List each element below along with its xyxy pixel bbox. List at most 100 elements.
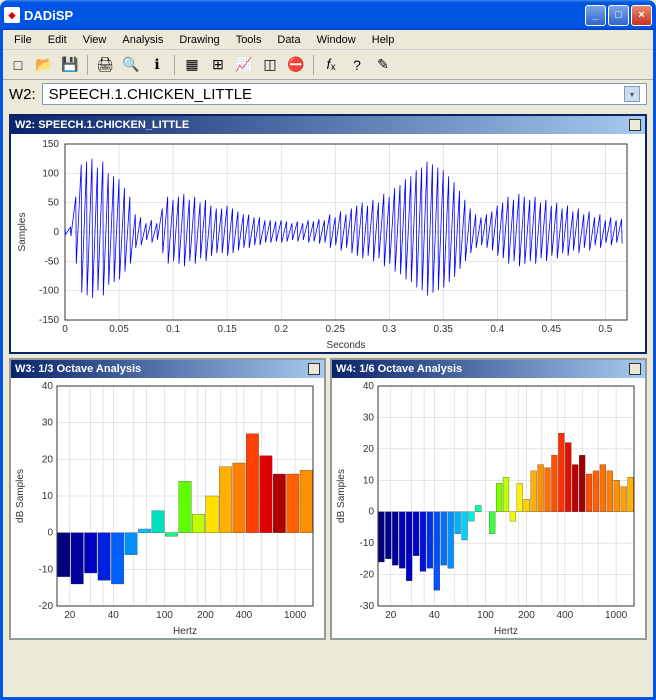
svg-text:0.15: 0.15 [217,324,237,335]
chart-button[interactable]: 📈 [233,54,255,76]
svg-text:400: 400 [557,610,574,621]
stop-button[interactable]: ⛔ [285,54,307,76]
new-button[interactable]: □ [7,54,29,76]
octave6-title: W4: 1/6 Octave Analysis [336,363,462,375]
svg-text:10: 10 [363,475,375,486]
menu-analysis[interactable]: Analysis [115,32,170,48]
menu-edit[interactable]: Edit [41,32,74,48]
svg-text:Hertz: Hertz [494,626,518,637]
svg-text:30: 30 [363,412,375,423]
svg-text:dB Samples: dB Samples [15,469,26,523]
svg-text:100: 100 [42,168,59,179]
svg-text:40: 40 [363,381,375,392]
save-button[interactable]: 💾 [59,54,81,76]
info-button[interactable]: ℹ [146,54,168,76]
octave6-chart: -30-20-1001020304020401002004001000dB Sa… [332,378,645,638]
svg-text:200: 200 [197,610,214,621]
octave6-panel[interactable]: W4: 1/6 Octave Analysis -30-20-100102030… [330,358,647,640]
waveform-title-bar[interactable]: W2: SPEECH.1.CHICKEN_LITTLE [11,116,645,134]
svg-text:-20: -20 [39,601,54,612]
waveform-plot: -150-100-5005010015000.050.10.150.20.250… [11,134,635,352]
svg-text:50: 50 [48,198,60,209]
svg-text:40: 40 [429,610,441,621]
grid-button[interactable]: ▦ [181,54,203,76]
minimize-button[interactable]: _ [585,5,606,26]
octave6-title-bar[interactable]: W4: 1/6 Octave Analysis [332,360,645,378]
titlebar[interactable]: ◆ DADiSP _ □ × [0,0,656,30]
svg-text:150: 150 [42,139,59,150]
panel-maximize-icon[interactable] [629,363,641,375]
svg-text:20: 20 [385,610,397,621]
svg-text:1000: 1000 [605,610,628,621]
app-title: DADiSP [24,8,585,23]
formula-bar: W2: SPEECH.1.CHICKEN_LITTLE ▾ [3,80,653,108]
svg-text:10: 10 [42,491,54,502]
menu-help[interactable]: Help [365,32,402,48]
svg-text:-30: -30 [360,601,375,612]
svg-text:100: 100 [156,610,173,621]
panel-maximize-icon[interactable] [308,363,320,375]
svg-text:-50: -50 [45,256,60,267]
octave6-plot: -30-20-1001020304020401002004001000dB Sa… [332,378,640,638]
menu-data[interactable]: Data [270,32,307,48]
svg-text:0: 0 [368,507,374,518]
svg-text:0.1: 0.1 [166,324,180,335]
svg-text:0.35: 0.35 [434,324,454,335]
svg-text:-20: -20 [360,570,375,581]
window-buttons: _ □ × [585,5,652,26]
waveform-chart: -150-100-5005010015000.050.10.150.20.250… [11,134,645,352]
menu-window[interactable]: Window [310,32,363,48]
toolbar: □📂💾 🖨🔍ℹ ▦⊞📈◫⛔ 𝑓ₓ?✎ [3,50,653,80]
svg-text:20: 20 [42,454,54,465]
svg-text:40: 40 [108,610,120,621]
menubar: FileEditViewAnalysisDrawingToolsDataWind… [3,30,653,50]
gridtoggle-button[interactable]: ⊞ [207,54,229,76]
svg-text:0: 0 [47,528,53,539]
edit-button[interactable]: ✎ [372,54,394,76]
menu-tools[interactable]: Tools [229,32,269,48]
svg-text:-150: -150 [39,315,59,326]
octave3-title-bar[interactable]: W3: 1/3 Octave Analysis [11,360,324,378]
svg-text:-10: -10 [39,564,54,575]
svg-text:0: 0 [53,227,59,238]
formula-input[interactable]: SPEECH.1.CHICKEN_LITTLE ▾ [42,83,647,105]
svg-text:200: 200 [518,610,535,621]
svg-text:Samples: Samples [17,213,28,252]
svg-text:0.45: 0.45 [542,324,562,335]
svg-text:0.5: 0.5 [598,324,612,335]
formula-value: SPEECH.1.CHICKEN_LITTLE [49,86,252,103]
dropdown-icon[interactable]: ▾ [624,86,640,102]
print-button[interactable]: 🖨 [94,54,116,76]
close-button[interactable]: × [631,5,652,26]
panel-maximize-icon[interactable] [629,119,641,131]
svg-text:0.05: 0.05 [109,324,129,335]
help-button[interactable]: ? [346,54,368,76]
waveform-panel[interactable]: W2: SPEECH.1.CHICKEN_LITTLE -150 -100 -50 0… [9,114,647,354]
svg-text:Hertz: Hertz [173,626,197,637]
3d-button[interactable]: ◫ [259,54,281,76]
app-icon: ◆ [4,7,20,23]
waveform-title: W2: SPEECH.1.CHICKEN_LITTLE [15,119,189,131]
svg-text:100: 100 [477,610,494,621]
svg-text:-100: -100 [39,286,59,297]
window-body: FileEditViewAnalysisDrawingToolsDataWind… [0,30,656,700]
octave3-chart: -20-1001020304020401002004001000dB Sampl… [11,378,324,638]
preview-button[interactable]: 🔍 [120,54,142,76]
svg-text:Seconds: Seconds [327,340,366,351]
octave3-title: W3: 1/3 Octave Analysis [15,363,141,375]
svg-text:0.3: 0.3 [382,324,396,335]
maximize-button[interactable]: □ [608,5,629,26]
menu-file[interactable]: File [7,32,39,48]
svg-text:20: 20 [363,444,375,455]
fx-button[interactable]: 𝑓ₓ [320,54,342,76]
svg-text:0.2: 0.2 [274,324,288,335]
menu-view[interactable]: View [76,32,114,48]
svg-text:30: 30 [42,418,54,429]
svg-text:20: 20 [64,610,76,621]
open-button[interactable]: 📂 [33,54,55,76]
svg-text:0.25: 0.25 [325,324,345,335]
svg-text:400: 400 [236,610,253,621]
octave3-plot: -20-1001020304020401002004001000dB Sampl… [11,378,319,638]
octave3-panel[interactable]: W3: 1/3 Octave Analysis -20 -10 0 10 20 30 40 2… [9,358,326,640]
menu-drawing[interactable]: Drawing [172,32,226,48]
